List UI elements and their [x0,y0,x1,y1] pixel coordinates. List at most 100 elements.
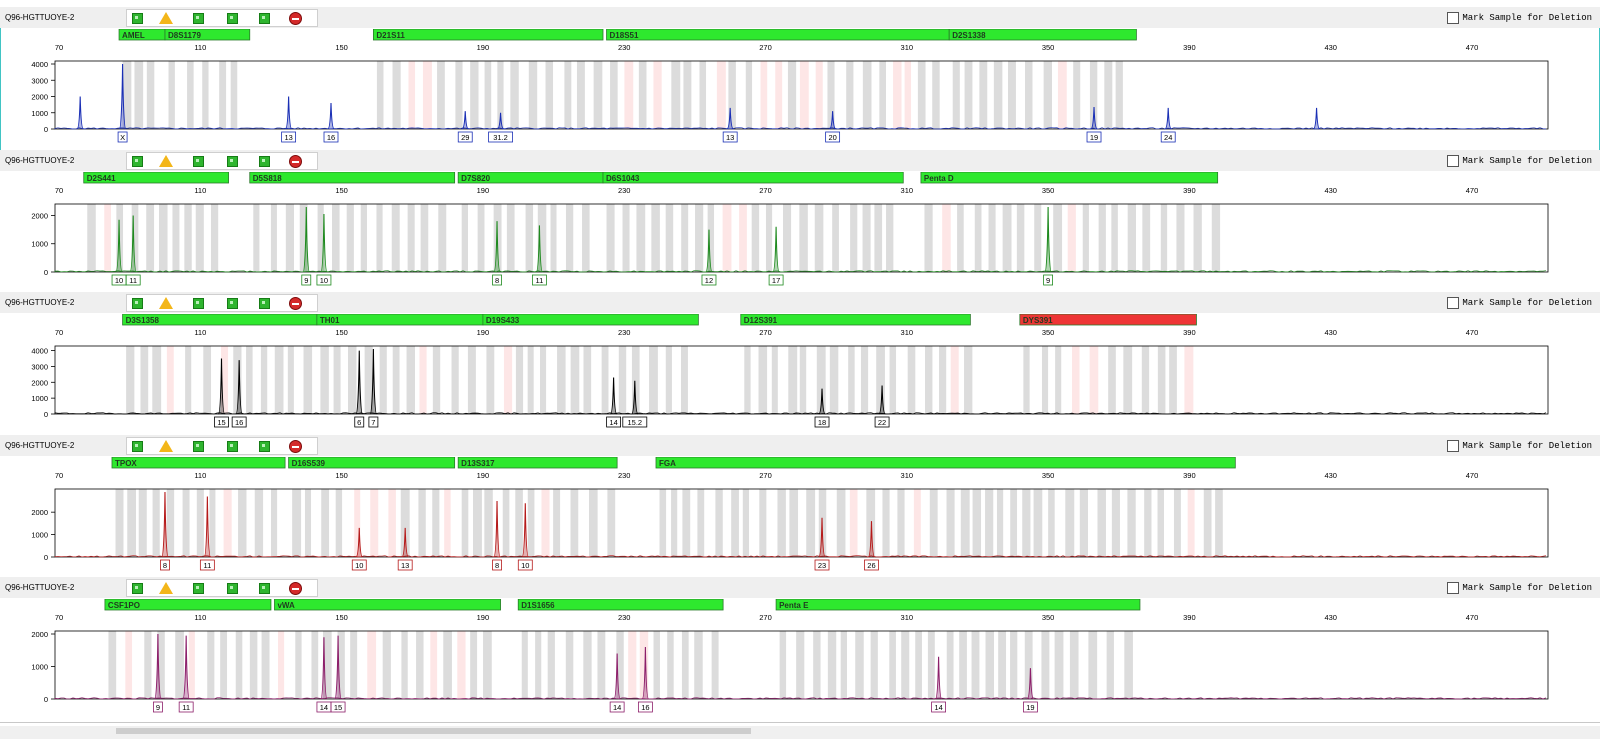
locus-bar-d18s51[interactable] [606,29,950,41]
horizontal-scrollbar[interactable] [0,726,1600,739]
peak[interactable] [1164,107,1172,130]
mark-deletion-checkbox[interactable] [1447,582,1460,594]
locus-bar-penta-d[interactable] [920,172,1219,184]
toolbar-button-4[interactable] [225,439,242,454]
peak[interactable] [302,206,311,273]
peak[interactable] [535,225,544,273]
allele-call-box[interactable] [622,416,648,428]
peak[interactable] [129,215,137,273]
allele-call-box[interactable] [153,701,163,713]
allele-call-box[interactable] [125,274,141,286]
allele-call-box[interactable] [532,274,547,286]
toolbar-button-2[interactable] [158,581,175,596]
toolbar-button-2[interactable] [158,154,175,169]
peak[interactable] [115,219,123,273]
toolbar-button-6[interactable] [287,154,304,169]
electropherogram-chart[interactable]: CSF1PO vWA D1S1656 Penta E70 110 150 190 230 270… [0,599,1600,722]
mark-deletion-checkbox[interactable] [1447,12,1460,24]
toolbar-button-5[interactable] [257,581,274,596]
locus-bar-d21s11[interactable] [372,29,604,41]
allele-call-box[interactable] [1086,131,1102,143]
allele-call-box[interactable] [874,416,890,428]
allele-call-box[interactable] [492,559,502,571]
peak[interactable] [497,112,504,130]
allele-call-box[interactable] [178,701,194,713]
allele-call-box[interactable] [301,274,312,286]
peak[interactable] [327,102,335,130]
mark-deletion-control[interactable]: Mark Sample for Deletion [1447,297,1592,309]
toolbar-button-2[interactable] [158,439,175,454]
allele-call-box[interactable] [1160,131,1176,143]
toolbar-button-6[interactable] [287,11,304,26]
peak[interactable] [1090,107,1098,130]
allele-call-box[interactable] [323,131,339,143]
allele-call-box[interactable] [354,416,365,428]
locus-bar-d5s818[interactable] [249,172,456,184]
peak[interactable] [772,226,780,273]
allele-call-box[interactable] [351,559,367,571]
toolbar-button-6[interactable] [287,439,304,454]
locus-bar-d8s1179[interactable] [164,29,251,41]
allele-call-box[interactable] [368,416,379,428]
electropherogram-panel-3[interactable]: Q96-HGTTUOYE-2 Mark Sample for Deletion D3… [0,292,1600,438]
electropherogram-chart[interactable]: AMEL D8S1179 D21S11 D18S51 D2S1338 70 110 150 19… [0,29,1600,152]
electropherogram-panel-5[interactable]: Q96-HGTTUOYE-2 Mark Sample for Deletion CS… [0,577,1600,723]
peak[interactable] [631,380,639,415]
peak[interactable] [154,633,162,700]
peak[interactable] [878,385,886,415]
peak[interactable] [461,111,469,130]
peak[interactable] [203,496,212,558]
toolbar-button-4[interactable] [225,296,242,311]
electropherogram-panel-4[interactable]: Q96-HGTTUOYE-2 Mark Sample for Deletion TP… [0,435,1600,581]
locus-bar-d2s441[interactable] [83,172,229,184]
allele-call-box[interactable] [1043,274,1053,286]
peak[interactable] [217,358,226,415]
toolbar-button-3[interactable] [191,11,208,26]
allele-call-box[interactable] [637,701,653,713]
peak[interactable] [118,63,127,130]
toolbar-button-4[interactable] [225,581,242,596]
locus-bar-d19s433[interactable] [482,314,699,326]
allele-call-box[interactable] [330,701,346,713]
toolbar-button-1[interactable] [130,581,147,596]
peak[interactable] [493,221,501,273]
toolbar-button-1[interactable] [130,11,147,26]
allele-call-box[interactable] [517,559,533,571]
locus-bar-th01[interactable] [316,314,484,326]
toolbar-button-4[interactable] [225,154,242,169]
toolbar-button-1[interactable] [130,439,147,454]
allele-call-box[interactable] [825,131,841,143]
peak[interactable] [493,500,501,558]
locus-bar-dys391[interactable] [1019,314,1197,326]
allele-call-box[interactable] [160,559,170,571]
mark-deletion-control[interactable]: Mark Sample for Deletion [1447,440,1592,452]
toolbar-button-3[interactable] [191,439,208,454]
peak[interactable] [182,635,190,700]
peak[interactable] [934,656,943,700]
allele-call-box[interactable] [701,274,717,286]
toolbar-button-3[interactable] [191,154,208,169]
mark-deletion-control[interactable]: Mark Sample for Deletion [1447,12,1592,24]
allele-call-box[interactable] [768,274,784,286]
locus-bar-d13s317[interactable] [457,457,618,469]
allele-call-box[interactable] [931,701,946,713]
allele-call-box[interactable] [397,559,413,571]
peak[interactable] [334,635,342,700]
electropherogram-panel-2[interactable]: Q96-HGTTUOYE-2 Mark Sample for Deletion D2… [0,150,1600,296]
locus-bar-csf1po[interactable] [104,599,272,611]
toolbar-button-2[interactable] [158,296,175,311]
allele-call-box[interactable] [492,274,502,286]
toolbar-button-5[interactable] [257,11,274,26]
toolbar-button-3[interactable] [191,581,208,596]
electropherogram-panel-1[interactable]: Q96-HGTTUOYE-2 Mark Sample for Deletion AM… [0,7,1600,153]
toolbar-button-6[interactable] [287,581,304,596]
allele-call-box[interactable] [281,131,297,143]
toolbar-button-4[interactable] [225,11,242,26]
peak[interactable] [355,350,364,415]
toolbar-button-3[interactable] [191,296,208,311]
allele-call-box[interactable] [814,416,830,428]
allele-call-box[interactable] [117,131,128,143]
peak[interactable] [320,214,328,273]
